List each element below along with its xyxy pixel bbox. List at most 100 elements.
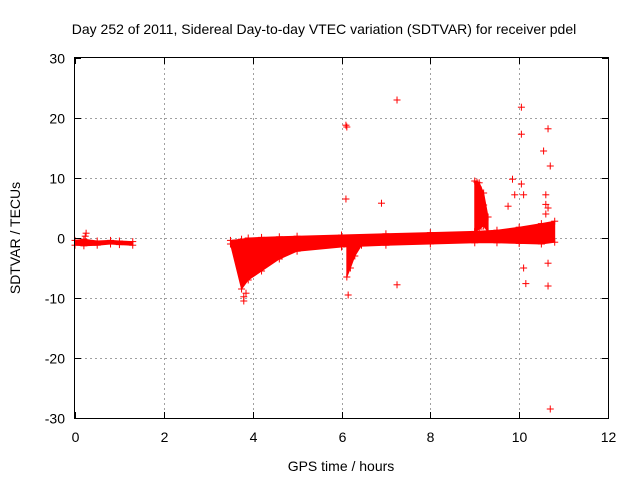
- data-point: [226, 240, 234, 248]
- y-tick-label: 10: [49, 171, 65, 187]
- data-layer: [71, 96, 559, 413]
- data-point: [80, 242, 88, 250]
- x-tick-label: 6: [339, 429, 347, 445]
- data-point: [80, 235, 88, 243]
- tick-layer: 0 2 4 6 8 10 12 -30 -20 -10 0 10 20 30: [45, 51, 617, 446]
- feature-near-9.1h-marks: [474, 180, 489, 234]
- data-point: [343, 273, 351, 281]
- data-point: [484, 228, 492, 236]
- data-point: [540, 147, 548, 155]
- x-tick-label: 0: [72, 429, 80, 445]
- data-point: [475, 189, 483, 197]
- data-point: [477, 195, 485, 203]
- data-point: [275, 255, 283, 263]
- data-point: [382, 241, 390, 249]
- data-point: [344, 291, 352, 299]
- data-point: [520, 264, 528, 272]
- data-point: [238, 235, 246, 243]
- data-point: [544, 282, 552, 290]
- data-point: [115, 241, 123, 249]
- data-point: [275, 233, 283, 241]
- chart-title: Day 252 of 2011, Sidereal Day-to-day VTE…: [72, 21, 576, 37]
- y-tick-label: -20: [45, 351, 65, 367]
- y-tick-label: 0: [57, 231, 65, 247]
- y-tick-label: -10: [45, 291, 65, 307]
- data-point: [82, 229, 90, 237]
- data-point: [537, 240, 545, 248]
- y-tick-label: 20: [49, 111, 65, 127]
- x-tick-label: 2: [161, 429, 169, 445]
- data-point: [517, 130, 525, 138]
- data-point: [542, 210, 550, 218]
- data-point: [244, 276, 252, 284]
- plot-frame: [74, 57, 609, 419]
- data-point: [351, 252, 359, 260]
- data-point: [480, 222, 488, 230]
- data-point: [509, 175, 517, 183]
- data-point: [426, 240, 434, 248]
- data-point: [426, 229, 434, 237]
- data-point: [551, 217, 559, 225]
- data-point: [342, 195, 350, 203]
- data-point: [93, 241, 101, 249]
- data-point: [473, 178, 481, 186]
- data-point: [546, 405, 554, 413]
- data-point: [515, 223, 523, 231]
- data-point: [357, 241, 365, 249]
- data-point: [522, 280, 530, 288]
- data-point: [343, 123, 351, 131]
- data-point: [338, 243, 345, 251]
- data-point: [293, 232, 301, 240]
- y-tick-label: -30: [45, 411, 65, 427]
- data-point: [242, 289, 250, 297]
- data-point: [293, 247, 301, 255]
- data-point: [520, 191, 528, 199]
- data-point: [393, 281, 401, 289]
- data-point: [480, 201, 488, 209]
- data-point: [338, 231, 345, 239]
- data-point: [107, 240, 115, 248]
- y-axis-label: SDTVAR / TECUs: [7, 182, 23, 294]
- data-point: [342, 121, 350, 129]
- data-point: [511, 191, 519, 199]
- data-point: [551, 238, 559, 246]
- data-point: [542, 191, 550, 199]
- data-point: [240, 293, 248, 301]
- data-point: [515, 239, 523, 247]
- data-point: [504, 202, 512, 210]
- data-point: [544, 125, 552, 133]
- data-point: [471, 239, 479, 247]
- data-point: [377, 199, 385, 207]
- y-tick-label: 30: [49, 51, 65, 67]
- data-point: [343, 237, 351, 245]
- data-point: [346, 264, 354, 272]
- x-axis-label: GPS time / hours: [288, 458, 395, 474]
- x-tick-label: 12: [601, 429, 617, 445]
- dense-band-2-marks: [229, 220, 556, 291]
- data-point: [471, 228, 479, 236]
- data-point: [517, 103, 525, 111]
- x-tick-label: 10: [512, 429, 528, 445]
- data-point: [258, 233, 266, 241]
- data-point: [542, 200, 550, 208]
- x-tick-label: 4: [250, 429, 258, 445]
- data-point: [493, 239, 501, 247]
- data-point: [493, 226, 501, 234]
- data-point: [238, 285, 246, 293]
- data-point: [351, 240, 359, 248]
- data-point: [537, 220, 545, 228]
- data-point: [393, 96, 401, 104]
- feature-near-6.2h-marks: [346, 239, 362, 278]
- data-point: [546, 162, 554, 170]
- x-tick-label: 8: [427, 429, 435, 445]
- data-point: [244, 234, 252, 242]
- data-point: [544, 259, 552, 267]
- data-point: [258, 267, 266, 275]
- data-point: [517, 180, 525, 188]
- data-point: [475, 225, 483, 233]
- data-point: [474, 183, 482, 191]
- data-point: [81, 232, 89, 240]
- data-point: [544, 204, 552, 212]
- data-point: [484, 213, 492, 221]
